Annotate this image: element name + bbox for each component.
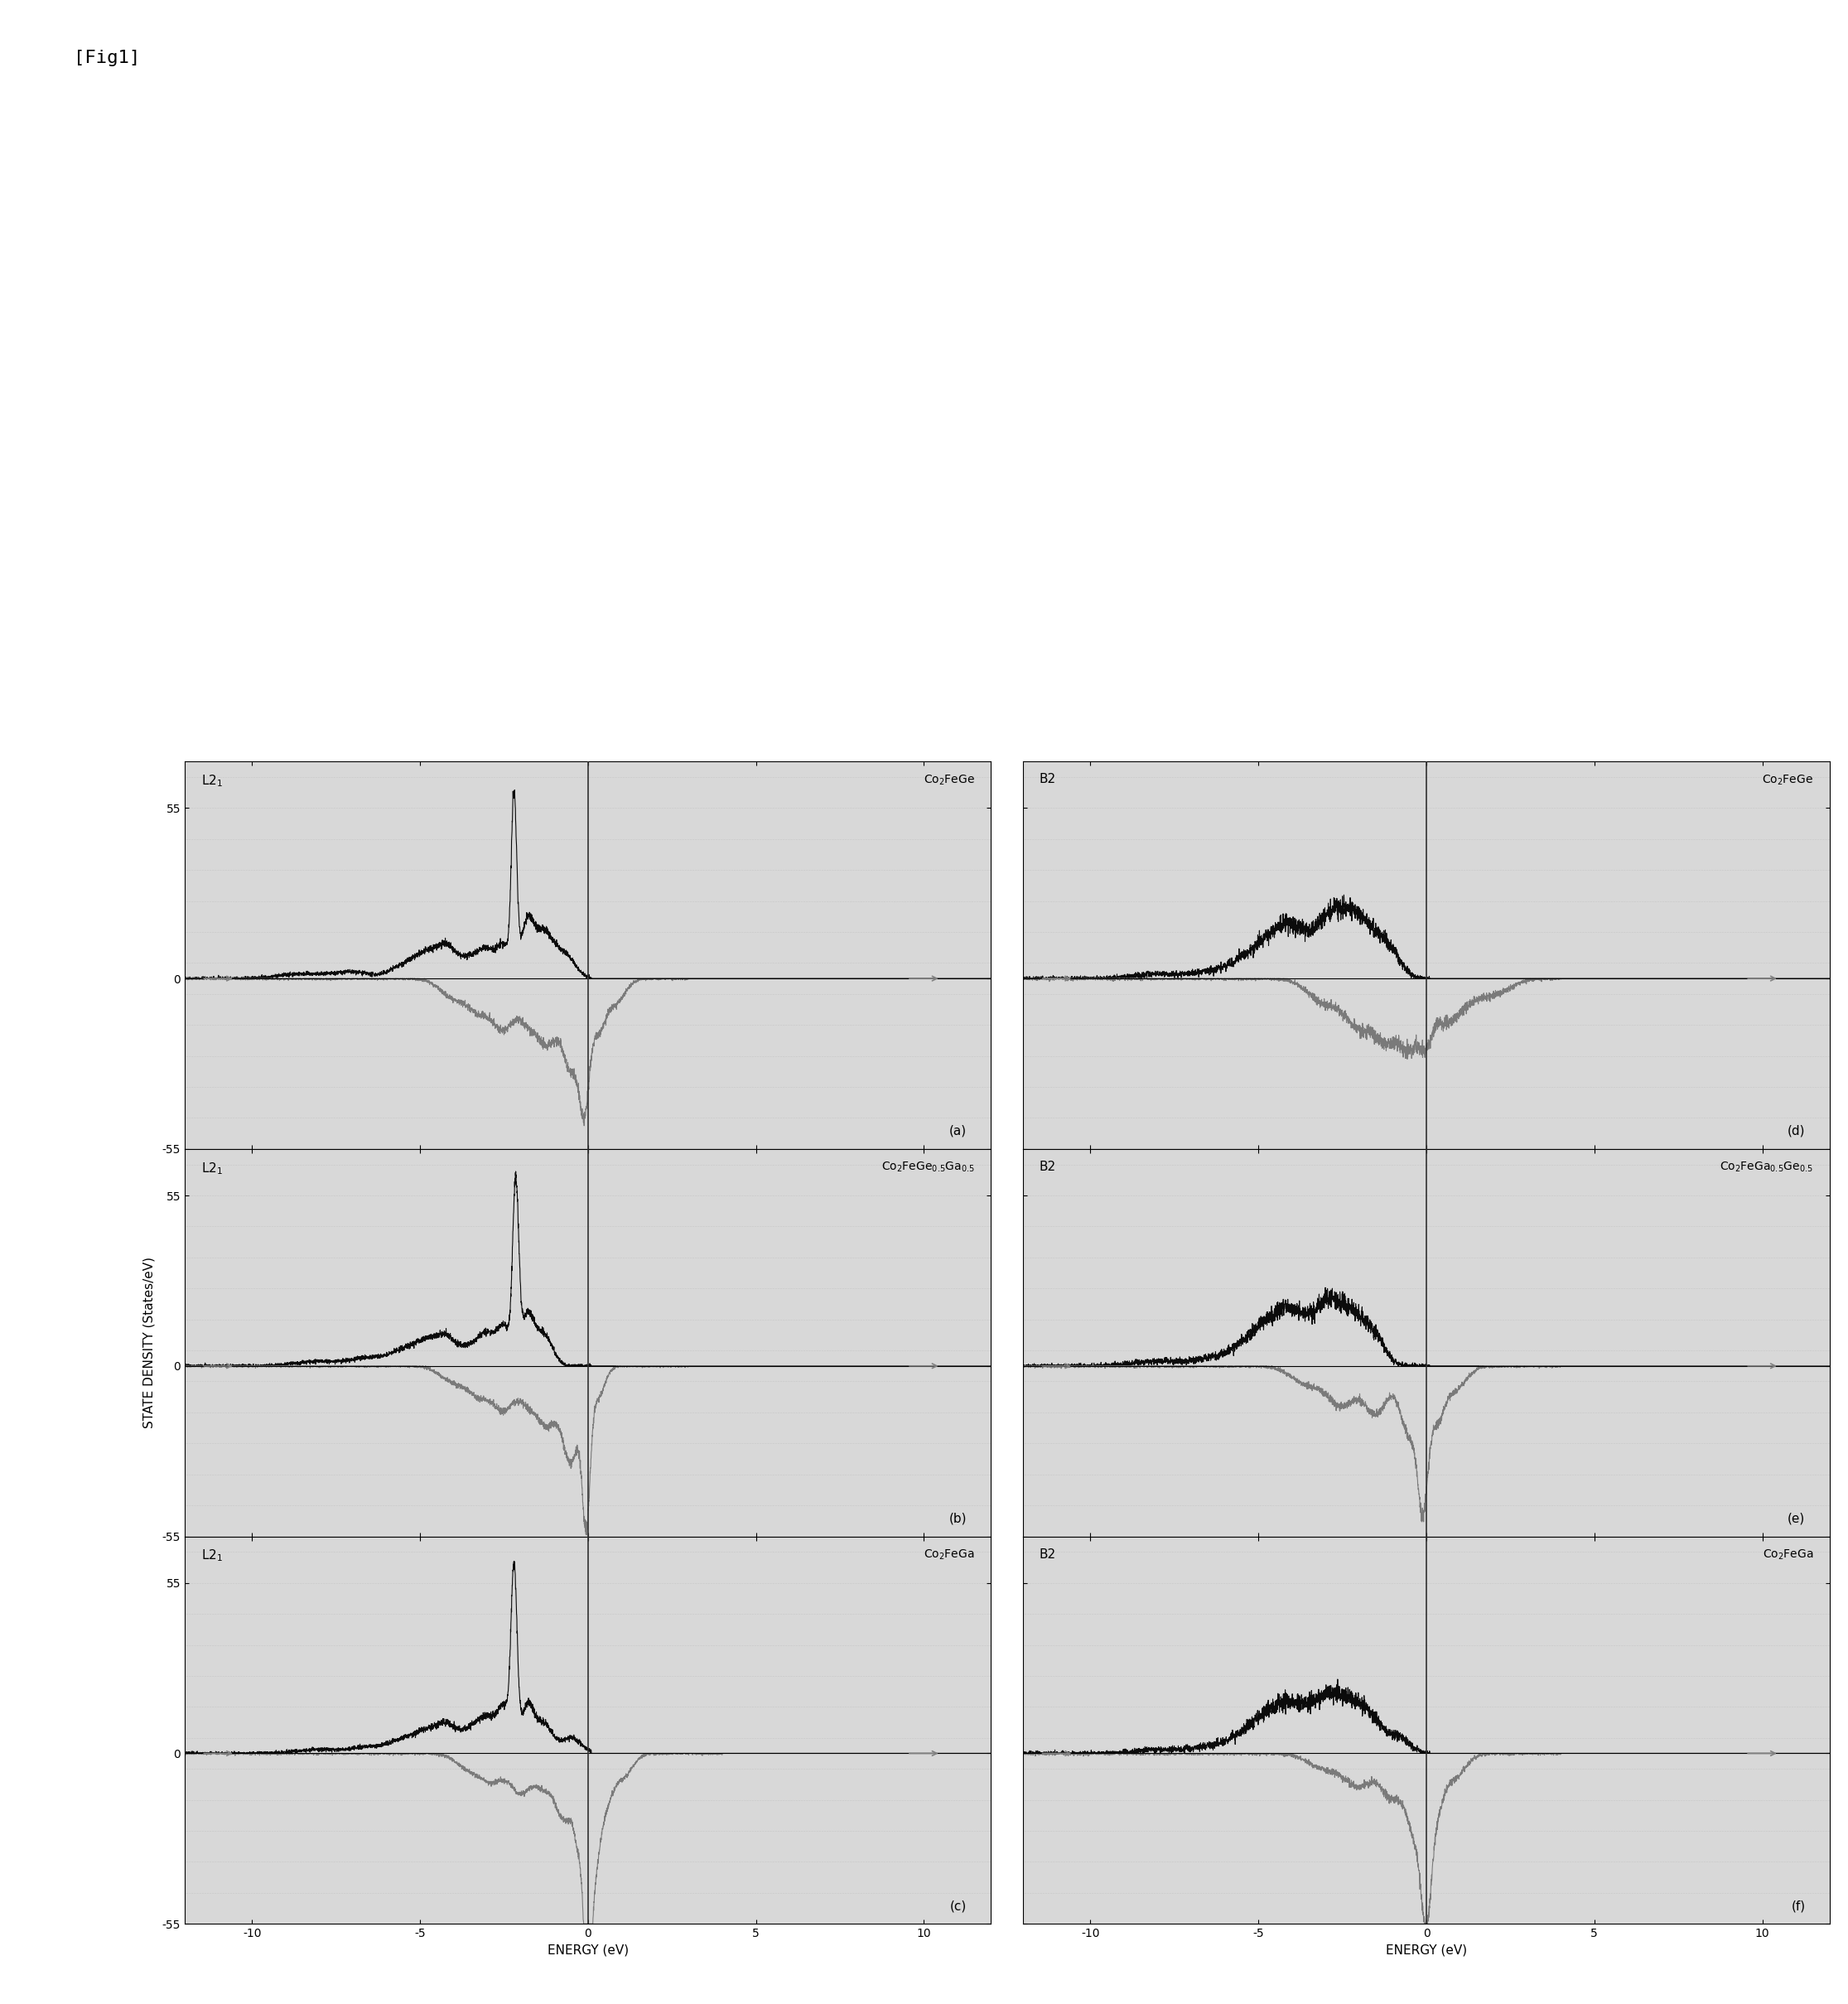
Text: L2$_1$: L2$_1$ (201, 1547, 222, 1563)
Text: (e): (e) (1787, 1513, 1805, 1525)
X-axis label: ENERGY (eV): ENERGY (eV) (547, 1944, 628, 1956)
Text: Co$_2$FeGe: Co$_2$FeGe (924, 774, 976, 788)
Text: (c): (c) (950, 1900, 967, 1912)
Text: Co$_2$FeGe$_{0.5}$Ga$_{0.5}$: Co$_2$FeGe$_{0.5}$Ga$_{0.5}$ (881, 1160, 976, 1174)
Text: B2: B2 (1039, 1160, 1055, 1172)
Text: (f): (f) (1791, 1900, 1805, 1912)
Text: (d): (d) (1787, 1124, 1805, 1138)
Text: L2$_1$: L2$_1$ (201, 1160, 222, 1176)
X-axis label: ENERGY (eV): ENERGY (eV) (1386, 1944, 1467, 1956)
Text: Co$_2$FeGa: Co$_2$FeGa (924, 1547, 976, 1561)
Text: (a): (a) (950, 1124, 967, 1138)
Y-axis label: STATE DENSITY (States/eV): STATE DENSITY (States/eV) (142, 1257, 155, 1429)
Text: L2$_1$: L2$_1$ (201, 774, 222, 790)
Text: Co$_2$FeGe: Co$_2$FeGe (1761, 774, 1813, 788)
Text: B2: B2 (1039, 1547, 1055, 1561)
Text: Co$_2$FeGa: Co$_2$FeGa (1763, 1547, 1813, 1561)
Text: (b): (b) (950, 1513, 967, 1525)
Text: Co$_2$FeGa$_{0.5}$Ge$_{0.5}$: Co$_2$FeGa$_{0.5}$Ge$_{0.5}$ (1720, 1160, 1813, 1174)
Text: B2: B2 (1039, 774, 1055, 786)
Text: [Fig1]: [Fig1] (74, 50, 140, 66)
